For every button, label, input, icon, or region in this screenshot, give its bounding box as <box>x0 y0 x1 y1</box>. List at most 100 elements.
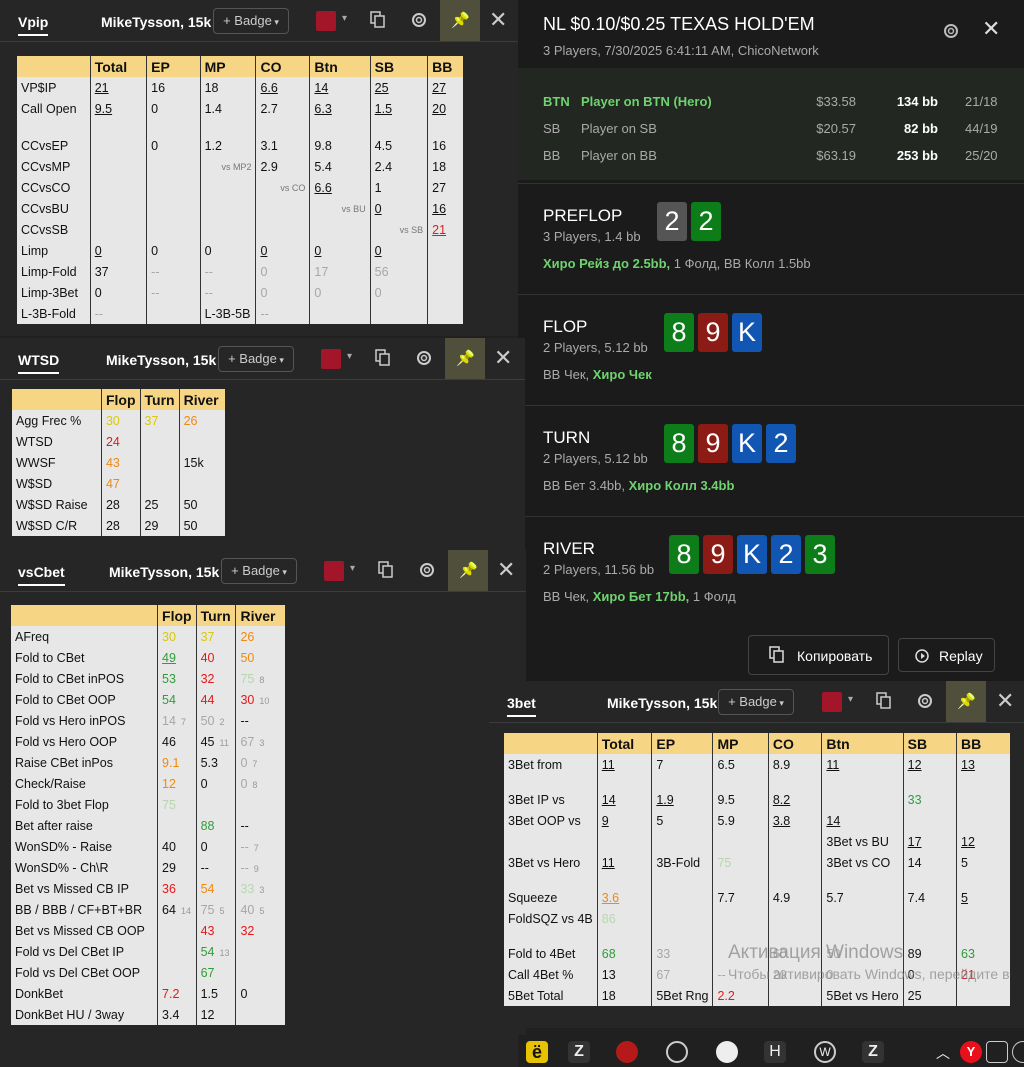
stat-cell[interactable]: 5.7 <box>821 887 904 908</box>
stat-cell[interactable]: 13 <box>956 754 1010 775</box>
stat-cell[interactable]: -- <box>712 964 769 985</box>
stat-cell[interactable]: 64 14 <box>157 899 197 920</box>
copy-icon[interactable] <box>375 349 395 369</box>
stat-cell[interactable]: 9.1 <box>157 752 197 773</box>
stat-cell[interactable]: 15k <box>178 452 225 473</box>
stat-cell[interactable]: 86 <box>596 908 652 929</box>
stat-cell[interactable]: 49 <box>157 647 197 668</box>
stat-cell[interactable]: 0 <box>199 240 256 261</box>
color-dropdown-icon[interactable]: ▾ <box>342 13 348 24</box>
stat-cell[interactable]: 37 <box>89 261 147 282</box>
stat-cell[interactable]: -- <box>235 710 285 731</box>
stat-cell[interactable]: 13 <box>596 964 652 985</box>
stat-cell[interactable]: 18 <box>596 985 652 1006</box>
stat-cell[interactable]: 0 <box>369 240 428 261</box>
stat-cell[interactable]: 67 3 <box>235 731 285 752</box>
stat-cell[interactable]: -- <box>89 303 147 324</box>
stat-cell[interactable]: 3Bet vs CO <box>821 852 904 873</box>
stat-cell[interactable]: 40 <box>195 647 236 668</box>
stat-cell[interactable]: 37 <box>139 410 180 431</box>
stat-cell[interactable]: 5.9 <box>712 810 769 831</box>
stat-cell[interactable]: 27 <box>427 77 463 98</box>
stat-cell[interactable]: 67 <box>195 962 236 983</box>
stat-cell[interactable]: 30 <box>157 626 197 647</box>
stat-cell[interactable]: 17 <box>902 831 957 852</box>
stat-cell[interactable]: 14 <box>596 789 652 810</box>
stat-cell[interactable]: L-3B-5B <box>199 303 256 324</box>
stat-cell[interactable]: 28 <box>100 494 141 515</box>
stat-cell[interactable]: 0 <box>255 240 310 261</box>
stat-cell[interactable]: -- <box>146 261 201 282</box>
stat-cell[interactable]: 37 <box>195 626 236 647</box>
stat-cell[interactable]: -- 9 <box>235 857 285 878</box>
stat-cell[interactable]: 6.6 <box>255 77 310 98</box>
stat-cell[interactable]: 17 <box>309 261 371 282</box>
stat-cell[interactable]: 68 <box>596 943 652 964</box>
stat-cell[interactable]: 29 <box>139 515 180 536</box>
replay-button[interactable]: Replay <box>898 638 995 672</box>
stat-cell[interactable]: 1.5 <box>369 98 428 119</box>
stat-cell[interactable]: 0 <box>255 261 310 282</box>
copy-icon[interactable] <box>876 692 896 712</box>
stat-cell[interactable]: 54 13 <box>195 941 236 962</box>
color-swatch[interactable] <box>316 11 336 31</box>
stat-cell[interactable]: 50 2 <box>195 710 236 731</box>
app-icon-mask[interactable] <box>716 1041 738 1063</box>
settings-icon[interactable] <box>942 22 960 40</box>
stat-cell[interactable]: 28 <box>100 515 141 536</box>
stat-cell[interactable]: 0 <box>821 964 904 985</box>
close-icon[interactable]: ✕ <box>497 557 516 582</box>
stat-cell[interactable]: -- <box>235 815 285 836</box>
app-icon-z[interactable]: Z <box>568 1041 590 1063</box>
close-icon[interactable]: ✕ <box>982 16 1001 41</box>
stat-cell[interactable]: vs MP2 <box>199 156 256 177</box>
stat-cell[interactable]: 7 <box>651 754 713 775</box>
hud-title[interactable]: WTSD <box>18 352 60 374</box>
close-icon[interactable]: ✕ <box>494 345 513 370</box>
stat-cell[interactable]: 12 <box>956 831 1010 852</box>
stat-cell[interactable]: 20 <box>767 964 822 985</box>
stat-cell[interactable]: 3.6 <box>596 887 652 908</box>
stat-cell[interactable]: 27 <box>427 177 463 198</box>
stat-cell[interactable]: 21 <box>427 219 463 240</box>
stat-cell[interactable]: 75 5 <box>195 899 236 920</box>
stat-cell[interactable]: 5 <box>956 852 1010 873</box>
stat-cell[interactable]: 1.5 <box>195 983 236 1004</box>
stat-cell[interactable]: 63 <box>956 943 1010 964</box>
stat-cell[interactable]: 45 11 <box>195 731 236 752</box>
stat-cell[interactable]: 33 <box>902 789 957 810</box>
close-icon[interactable]: ✕ <box>996 688 1015 713</box>
stat-cell[interactable]: 2.2 <box>712 985 769 1006</box>
stat-cell[interactable]: 0 <box>235 983 285 1004</box>
color-dropdown-icon[interactable]: ▾ <box>350 563 356 574</box>
stat-cell[interactable]: 5.3 <box>195 752 236 773</box>
copy-button[interactable]: Копировать <box>748 635 889 675</box>
stat-cell[interactable]: -- <box>199 282 256 303</box>
stat-cell[interactable]: 5Bet vs Hero <box>821 985 904 1006</box>
stat-cell[interactable]: 40 <box>157 836 197 857</box>
add-badge-button[interactable]: + Badge ▾ <box>213 8 289 34</box>
stat-cell[interactable]: 5 <box>651 810 713 831</box>
stat-cell[interactable]: -- <box>199 261 256 282</box>
app-icon-aperture[interactable] <box>666 1041 688 1063</box>
color-swatch[interactable] <box>321 349 341 369</box>
stat-cell[interactable]: 24 <box>100 431 141 452</box>
app-icon-e[interactable]: ë <box>526 1041 548 1063</box>
stat-cell[interactable]: 75 <box>712 852 769 873</box>
stat-cell[interactable]: 9 <box>596 810 652 831</box>
stat-cell[interactable]: 4.5 <box>369 135 428 156</box>
stat-cell[interactable]: 25 <box>139 494 180 515</box>
stat-cell[interactable]: 7.7 <box>712 887 769 908</box>
stat-cell[interactable]: 2.4 <box>369 156 428 177</box>
stat-cell[interactable]: 18 <box>427 156 463 177</box>
stat-cell[interactable]: 0 <box>369 282 428 303</box>
color-swatch[interactable] <box>324 561 344 581</box>
stat-cell[interactable]: 11 <box>596 852 652 873</box>
stat-cell[interactable]: 8.9 <box>767 754 822 775</box>
stat-cell[interactable]: 89 <box>902 943 957 964</box>
stat-cell[interactable]: -- <box>195 857 236 878</box>
stat-cell[interactable]: -- <box>255 303 310 324</box>
stat-cell[interactable]: 26 <box>235 626 285 647</box>
app-icon-w[interactable]: W <box>814 1041 836 1063</box>
stat-cell[interactable]: 3.8 <box>767 810 822 831</box>
